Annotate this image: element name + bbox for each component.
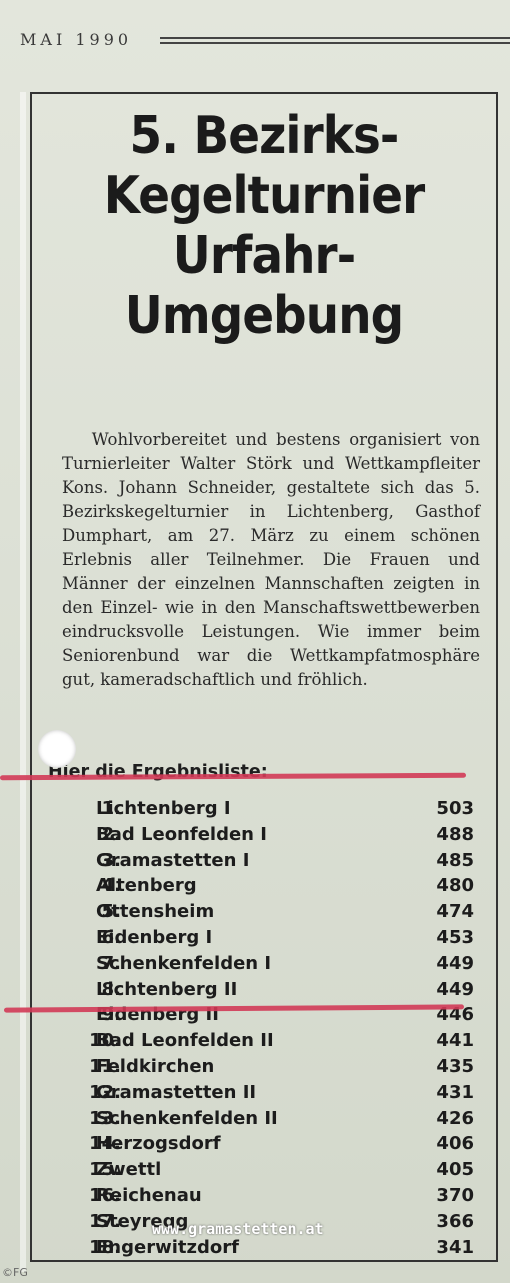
result-team: Bad Leonfelden I: [96, 823, 267, 845]
result-row: 13. Schenkenfelden II 426: [32, 1108, 496, 1134]
result-team: Lichtenberg II: [96, 978, 238, 1000]
result-score: 366: [436, 1210, 474, 1232]
punch-hole: [38, 730, 76, 768]
result-team: Reichenau: [96, 1184, 202, 1206]
result-rank: 2.: [101, 823, 121, 845]
result-row: 14. Herzogsdorf 406: [32, 1133, 496, 1159]
result-row: 4. Altenberg 480: [32, 875, 496, 901]
result-team: Schenkenfelden I: [96, 952, 272, 974]
result-team: Zwettl: [96, 1159, 162, 1181]
result-score: 474: [436, 901, 474, 923]
result-row: 1. Lichtenberg I 503: [32, 798, 496, 824]
result-rank: 10.: [89, 1030, 121, 1052]
article-box: 5. Bezirks- Kegelturnier Urfahr- Umgebun…: [30, 92, 498, 1262]
result-rank: 17.: [89, 1210, 121, 1232]
result-rank: 16.: [89, 1184, 121, 1206]
result-row: 18. Engerwitzdorf 341: [32, 1237, 496, 1263]
result-rank: 4.: [101, 875, 121, 897]
headline-line-3: Urfahr-: [172, 226, 356, 286]
result-rank: 12.: [89, 1081, 121, 1103]
headline-line-4: Umgebung: [124, 286, 404, 346]
result-score: 405: [436, 1159, 474, 1181]
masthead: MAI 1990: [20, 30, 510, 54]
result-team: Gramastetten I: [96, 849, 250, 871]
result-team: Bad Leonfelden II: [96, 1030, 274, 1052]
result-score: 503: [436, 798, 474, 819]
result-score: 435: [436, 1055, 474, 1077]
paper-edge: [20, 92, 26, 1272]
watermark: www.gramastetten.at: [152, 1220, 324, 1238]
result-score: 406: [436, 1133, 474, 1155]
result-score: 453: [436, 926, 474, 948]
result-score: 446: [436, 1004, 474, 1026]
article-body: Wohlvorbereitet und bestens organisiert …: [62, 430, 480, 689]
result-score: 431: [436, 1081, 474, 1103]
result-team: Ottensheim: [96, 901, 215, 923]
result-rank: 13.: [89, 1107, 121, 1129]
result-score: 449: [436, 952, 474, 974]
result-rank: 3.: [101, 849, 121, 871]
result-team: Schenkenfelden II: [96, 1107, 278, 1129]
result-score: 426: [436, 1107, 474, 1129]
result-row: 7. Schenkenfelden I 449: [32, 953, 496, 979]
result-rank: 14.: [89, 1133, 121, 1155]
result-score: 441: [436, 1030, 474, 1052]
result-team: Herzogsdorf: [96, 1133, 221, 1155]
result-row: 6. Eidenberg I 453: [32, 927, 496, 953]
issue-date: MAI 1990: [20, 30, 133, 49]
result-rank: 6.: [101, 926, 121, 948]
result-team: Feldkirchen: [96, 1055, 215, 1077]
result-row: 17. Steyregg 366: [32, 1211, 496, 1237]
result-score: 488: [436, 823, 474, 845]
result-rank: 11.: [89, 1055, 121, 1077]
result-row: 11. Feldkirchen 435: [32, 1056, 496, 1082]
result-score: 370: [436, 1184, 474, 1206]
result-rank: 5.: [101, 901, 121, 923]
result-team: Altenberg: [96, 875, 197, 897]
result-row: 3. Gramastetten I 485: [32, 850, 496, 876]
result-score: 341: [436, 1236, 474, 1258]
masthead-rule: [160, 37, 510, 44]
result-rank: 15.: [89, 1159, 121, 1181]
result-row: 10. Bad Leonfelden II 441: [32, 1030, 496, 1056]
result-team: Steyregg: [96, 1210, 189, 1232]
result-row: 5. Ottensheim 474: [32, 901, 496, 927]
result-row: 12. Gramastetten II 431: [32, 1082, 496, 1108]
result-team: Eidenberg I: [96, 926, 213, 948]
result-score: 480: [436, 875, 474, 897]
result-score: 485: [436, 849, 474, 871]
result-row: 15. Zwettl 405: [32, 1159, 496, 1185]
result-row: 2. Bad Leonfelden I 488: [32, 824, 496, 850]
result-score: 449: [436, 978, 474, 1000]
result-team: Engerwitzdorf: [96, 1236, 239, 1258]
headline-line-2: Kegelturnier: [103, 166, 426, 226]
headline: 5. Bezirks- Kegelturnier Urfahr- Umgebun…: [55, 106, 473, 346]
result-team: Lichtenberg I: [96, 798, 231, 819]
result-row: 8. Lichtenberg II 449: [32, 979, 496, 1005]
photo-credit: ©FG: [2, 1266, 28, 1279]
results-list: 1. Lichtenberg I 503 2. Bad Leonfelden I 488…: [32, 798, 496, 1262]
result-team: Gramastetten II: [96, 1081, 257, 1103]
result-rank: 8.: [101, 978, 121, 1000]
result-rank: 18.: [89, 1236, 121, 1258]
result-rank: 1.: [101, 798, 121, 819]
result-rank: 7.: [101, 952, 121, 974]
headline-line-1: 5. Bezirks-: [129, 106, 400, 166]
result-row: 16. Reichenau 370: [32, 1185, 496, 1211]
